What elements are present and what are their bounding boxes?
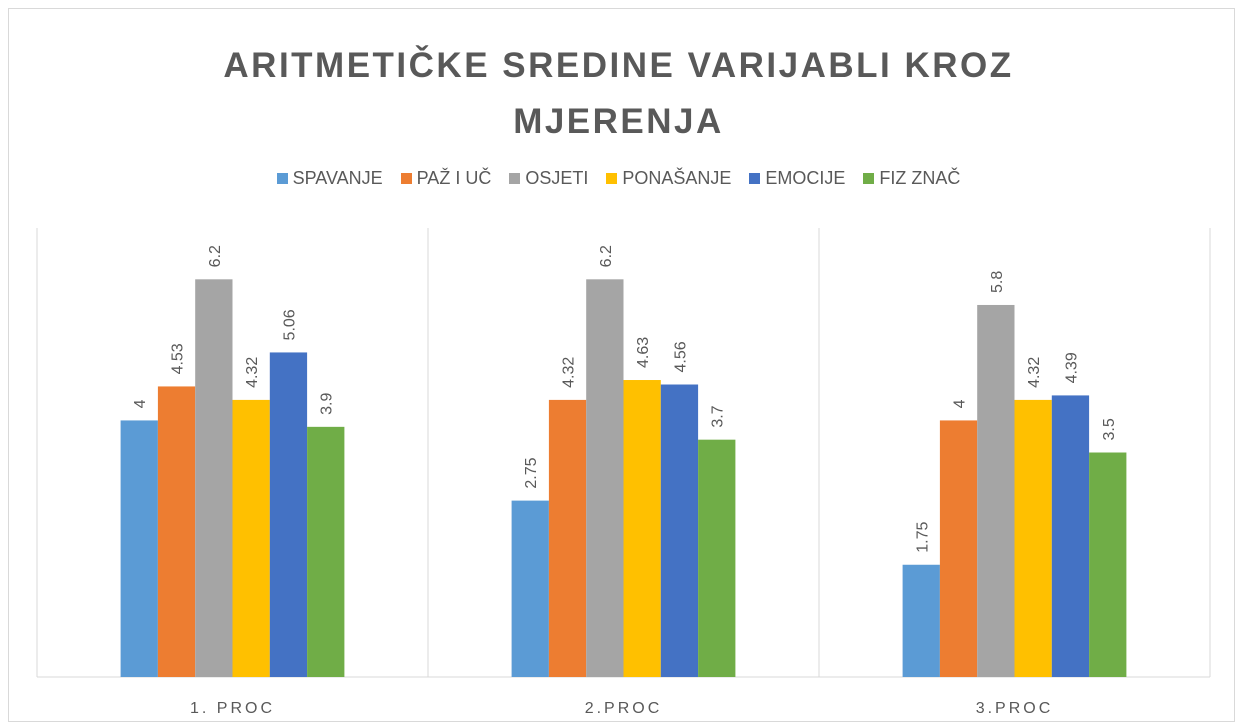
data-label: 3.7 [710,405,727,427]
chart-title: ARITMETIČKE SREDINE VARIJABLI KROZ MJERE… [223,46,1014,141]
bar [548,399,587,677]
legend-label: SPAVANJE [292,168,383,188]
legend-item: EMOCIJE [749,168,845,189]
legend-item: PAŽ I UČ [400,168,492,189]
data-label: 4.56 [672,341,689,372]
data-label: 4.32 [1026,357,1043,388]
bar [1051,395,1090,677]
bar [698,439,736,677]
bar [511,500,549,677]
data-label: 3.9 [319,392,336,414]
data-label: 4.32 [244,357,261,388]
x-tick-label: 3.PROC [976,700,1054,717]
bar [157,386,196,677]
legend-swatch [509,173,521,184]
bar [232,399,270,677]
bar [623,380,661,677]
bar [269,352,308,677]
legend-label: FIZ ZNAČ [879,168,961,188]
bar [660,384,699,677]
data-label: 4 [132,399,149,408]
data-label: 5.8 [989,271,1006,293]
bar [977,304,1015,677]
data-label: 6.2 [207,245,224,267]
bar [195,279,233,677]
legend: SPAVANJE PAŽ I UČ OSJETI PONAŠANJE EMOCIJE FI… [0,168,1237,189]
legend-swatch [276,173,288,184]
legend-swatch [749,173,761,184]
data-label: 4.63 [635,337,652,368]
data-label: 4.39 [1063,352,1080,383]
data-label: 4 [952,399,969,408]
legend-label: PAŽ I UČ [416,168,492,188]
legend-swatch [863,173,875,184]
legend-label: PONAŠANJE [622,168,732,188]
data-label: 2.75 [523,457,540,488]
bar [939,420,978,677]
data-label: 6.2 [598,245,615,267]
legend-item: PONAŠANJE [606,168,731,189]
legend-item: SPAVANJE [276,168,383,189]
legend-item: OSJETI [509,168,588,189]
bar [902,564,940,677]
legend-swatch [400,173,412,184]
data-label: 5.06 [281,309,298,340]
x-tick-label: 2.PROC [585,700,663,717]
data-label: 3.5 [1101,418,1118,440]
data-label: 4.32 [561,357,578,388]
legend-swatch [606,173,618,184]
data-label: 4.53 [170,343,187,374]
bar [307,426,345,677]
bar [1014,399,1052,677]
bar [1089,452,1127,677]
bar [120,420,158,677]
legend-item: FIZ ZNAČ [863,168,960,189]
bar [586,279,624,677]
x-tick-label: 1. PROC [190,700,275,717]
data-label: 1.75 [914,522,931,553]
legend-label: EMOCIJE [765,168,846,188]
legend-label: OSJETI [525,168,589,188]
chart-frame [8,8,1235,722]
